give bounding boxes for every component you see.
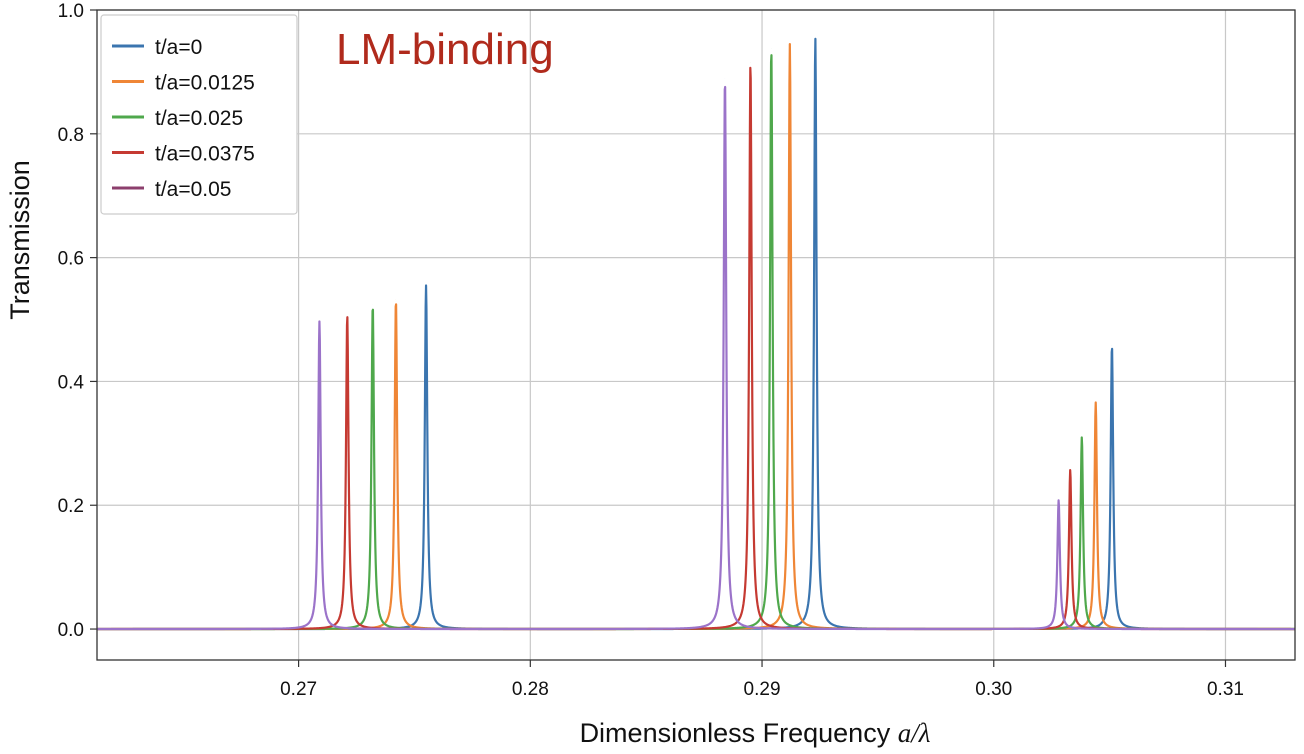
x-axis-title: Dimensionless Frequency a/λ <box>580 718 931 748</box>
legend-box <box>100 14 298 215</box>
legend-label: t/a=0.05 <box>155 178 231 201</box>
chart-annotation: LM-binding <box>336 25 554 74</box>
x-axis-title-math: a/λ <box>898 718 931 748</box>
y-tick-label: 1.0 <box>58 1 84 22</box>
y-tick-label: 0.4 <box>58 372 85 393</box>
legend-label: t/a=0.0375 <box>155 143 255 166</box>
y-tick-label: 0.8 <box>58 125 84 146</box>
x-axis-title-text: Dimensionless Frequency <box>580 718 891 748</box>
legend-label: t/a=0 <box>155 36 202 59</box>
x-tick-label: 0.29 <box>744 679 781 700</box>
x-tick-label: 0.30 <box>975 679 1012 700</box>
tick-layer: 0.27 0.28 0.29 0.30 0.31 0.0 0.2 0.4 0.6 0.8 1.0 <box>58 1 1244 700</box>
x-tick-label: 0.31 <box>1207 679 1244 700</box>
x-tick-label: 0.28 <box>512 679 549 700</box>
y-axis-title: Transmission <box>5 160 35 320</box>
y-tick-label: 0.2 <box>58 496 84 517</box>
x-tick-label: 0.27 <box>280 679 317 700</box>
series-layer <box>96 37 1296 631</box>
legend-label: t/a=0.0125 <box>155 72 255 95</box>
y-tick-label: 0.6 <box>58 249 84 270</box>
series-line <box>96 85 1296 631</box>
legend: t/a=0 t/a=0.0125 t/a=0.025 t/a=0.0375 t/a=0.… <box>100 14 298 215</box>
legend-label: t/a=0.025 <box>155 107 243 130</box>
plot-frame <box>96 9 1296 661</box>
y-tick-label: 0.0 <box>58 620 84 641</box>
